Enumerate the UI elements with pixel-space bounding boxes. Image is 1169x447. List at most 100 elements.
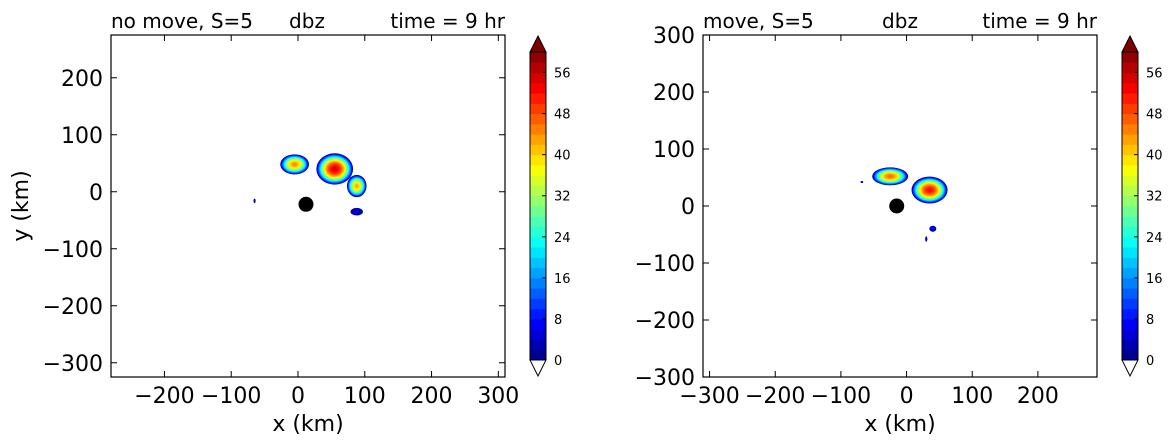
colorbar-tick-label: 24 [1146,231,1163,246]
colorbar-segment [1122,298,1138,310]
colorbar-segment [530,247,546,258]
y-tick-label: 0 [89,181,103,206]
y-tick-label: 200 [61,67,103,92]
colorbar-segment [530,113,546,125]
colorbar-tick-label: 32 [554,190,571,205]
contour-ring [927,188,933,192]
plot-area [253,153,367,216]
colorbar-segment [530,93,546,104]
colorbar-tick-label: 32 [1146,190,1163,205]
colorbar-tick-label: 48 [554,108,571,123]
reflectivity-cell [346,174,367,198]
contour-ring [860,181,864,184]
colorbar-segment [1122,103,1138,115]
x-axis-label: x (km) [272,412,343,437]
colorbar-segment [1122,236,1138,248]
colorbar-extend-max [529,34,547,53]
y-tick-label: −100 [635,252,695,277]
y-axis-label: y (km) [9,170,34,241]
reflectivity-cell [925,236,928,242]
colorbar-segment [530,298,546,310]
colorbar-tick-label: 56 [1146,67,1163,82]
contour-ring [925,237,928,241]
colorbar-segment [1122,308,1138,320]
colorbar-frame [529,51,547,361]
reflectivity-cell [350,207,363,216]
colorbar-segment [530,277,546,289]
colorbar-segment [1122,93,1138,104]
colorbar-segment [530,185,546,197]
colorbar-segment [1122,175,1138,186]
panel-no-move: no move, S=5 dbz time = 9 hr −200 −100 0 10… [9,9,571,437]
colorbar-segment [530,52,546,63]
colorbar-tick-label: 0 [1146,354,1154,369]
colorbar-segment [1122,267,1138,279]
colorbar-segment [530,195,546,207]
colorbar-segment [530,82,546,94]
colorbar-tick-label: 40 [554,149,571,164]
colorbar-segment [530,329,546,340]
x-tick-label: −300 [679,384,739,409]
y-tick-label: −200 [43,295,103,320]
colorbar-segment [1122,226,1138,238]
colorbar-extend-min [529,359,547,378]
colorbar-segment [530,257,546,269]
reflectivity-cell [280,154,310,175]
colorbar-segment [1122,318,1138,330]
colorbar-tick-label: 48 [1146,108,1163,123]
x-tick-label: −100 [201,384,261,409]
colorbar-extend-max [1121,34,1139,53]
colorbar-segment [1122,288,1138,299]
colorbar-segment [1122,195,1138,207]
storm-center-marker [298,196,314,212]
contour-ring [355,184,359,188]
colorbar-segment [1122,349,1138,361]
colorbar-tick-label: 8 [554,313,562,328]
colorbar-segment [530,226,546,238]
ticks: −300 −200 −100 0 100 200−300−200−100010020030… [635,24,1097,409]
plot-area [860,167,948,242]
storm-center-marker [889,198,905,214]
colorbar-segment [1122,247,1138,258]
colorbar-segment [530,267,546,279]
contour-ring [887,175,893,178]
colorbar-segment [530,144,546,156]
colorbar-tick-label: 56 [554,67,571,82]
colorbar-segment [530,164,546,176]
colorbar-segment [1122,329,1138,340]
x-tick-label: 300 [477,384,519,409]
colorbar-segment [1122,82,1138,94]
colorbar-segment [1122,62,1138,74]
colorbar-tick-label: 8 [1146,313,1154,328]
colorbar-segment [1122,52,1138,63]
x-tick-label: 200 [411,384,453,409]
colorbar-segment [1122,72,1138,84]
colorbar-extend-min [1121,359,1139,378]
title-right: time = 9 hr [982,9,1097,33]
y-tick-label: 100 [61,124,103,149]
colorbar-segment [1122,339,1138,351]
reflectivity-cell [253,198,256,204]
colorbar-segment [1122,277,1138,289]
x-axis-label: x (km) [864,412,935,437]
reflectivity-cell [911,176,948,204]
colorbar-segment [530,288,546,299]
colorbar-segment [1122,185,1138,197]
colorbar-segment [1122,134,1138,145]
x-tick-label: 100 [951,384,993,409]
reflectivity-cell [929,225,937,232]
x-tick-label: 200 [1017,384,1059,409]
colorbar-segment [530,236,546,248]
plot-frame [110,34,506,378]
colorbar-tick-label: 0 [554,354,562,369]
title-center: dbz [289,9,325,33]
x-tick-label: 0 [900,384,914,409]
colorbar-tick-label: 16 [1146,272,1163,287]
plot-frame [702,34,1098,378]
reflectivity-cell [872,167,909,186]
y-tick-label: −200 [635,309,695,334]
colorbar-segment [530,72,546,84]
x-tick-label: −100 [811,384,871,409]
reflectivity-cell [316,153,354,185]
